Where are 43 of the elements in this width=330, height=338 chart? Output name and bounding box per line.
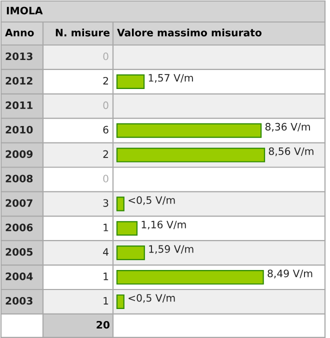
text: 20	[96, 320, 110, 329]
bar	[116, 221, 138, 236]
data-label: 1,57 V/m	[148, 74, 193, 83]
y-tick-label: 2011	[6, 101, 33, 110]
text: IMOLA	[6, 6, 43, 14]
y-axis-title: Anno	[5, 28, 34, 36]
data-label: 8,56 V/m	[268, 147, 314, 156]
y-tick-label: 2008	[6, 174, 33, 182]
text: 1	[104, 272, 108, 280]
data-label: 1,16 V/m	[142, 220, 186, 230]
y-tick-label: 2004	[6, 272, 33, 280]
bar	[116, 196, 124, 212]
x-axis-title: Valore massimo misurato	[117, 28, 262, 36]
y-tick-label: 2006	[6, 224, 33, 232]
text: 1	[104, 297, 108, 305]
data-label: <0,5 V/m	[128, 294, 175, 303]
bar	[116, 246, 145, 260]
bar	[116, 270, 264, 285]
y-tick-label: 2005	[6, 248, 33, 256]
bar	[116, 294, 124, 310]
data-label: 8,49 V/m	[268, 270, 312, 278]
text: 3	[103, 199, 108, 207]
text: N. misure	[56, 28, 110, 36]
data-label: 8,36 V/m	[265, 122, 310, 132]
y-tick-label: 2007	[6, 199, 32, 207]
y-tick-label: 2009	[6, 150, 33, 158]
y-tick-label: 2010	[6, 126, 33, 134]
text: 2	[103, 150, 108, 158]
data-label: <0,5 V/m	[128, 196, 175, 205]
y-tick-label: 2012	[6, 76, 32, 85]
y-tick-label: 2003	[6, 297, 32, 305]
bar	[116, 148, 266, 162]
bar	[116, 74, 145, 89]
text: 4	[103, 248, 108, 256]
y-tick-label: 2013	[6, 52, 32, 60]
text: 0	[103, 52, 108, 60]
bar	[116, 123, 262, 138]
text: 0	[103, 101, 108, 110]
text: 2	[103, 76, 108, 84]
text: 6	[103, 126, 108, 134]
text: 0	[103, 174, 108, 182]
data-label: 1,59 V/m	[149, 245, 194, 254]
text: 1	[104, 224, 108, 232]
